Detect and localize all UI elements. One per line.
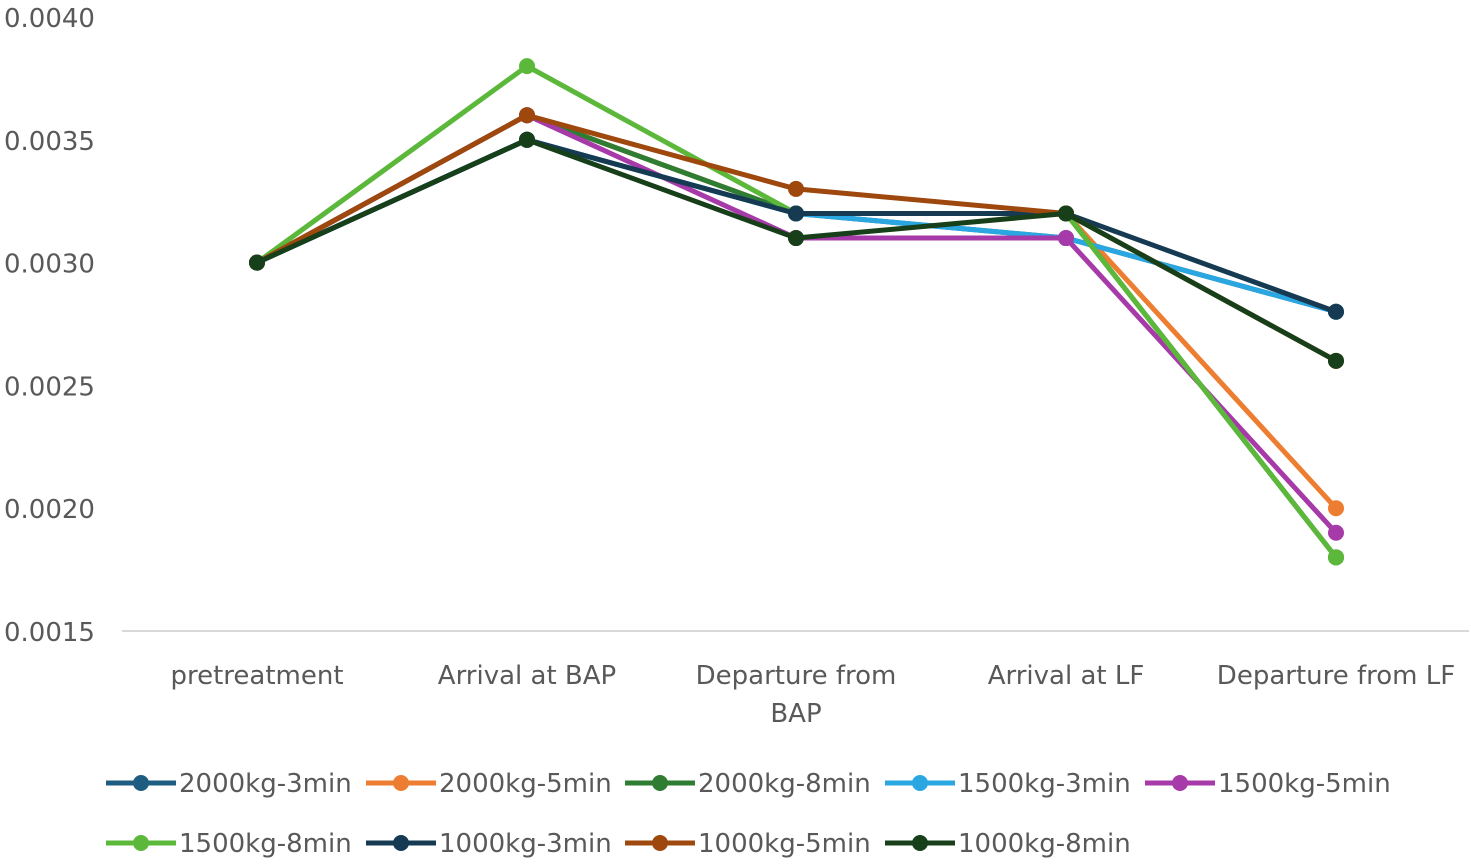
- legend-item: 2000kg-3min: [106, 769, 352, 799]
- y-tick-label: 0.0035: [4, 127, 95, 157]
- data-point: [1328, 352, 1344, 369]
- y-tick-label: 0.0025: [4, 372, 95, 402]
- data-point: [249, 254, 265, 271]
- legend-swatch-marker: [393, 835, 409, 851]
- y-tick-label: 0.0040: [4, 4, 95, 34]
- series-1500kg-3min: [249, 131, 1344, 320]
- legend-item: 1500kg-8min: [106, 829, 352, 859]
- legend-label: 2000kg-5min: [439, 769, 612, 799]
- data-point: [1328, 549, 1344, 566]
- series-2000kg-5min: [249, 107, 1344, 517]
- series-1000kg-3min: [249, 131, 1344, 320]
- legend-item: 1000kg-5min: [625, 829, 871, 859]
- legend-item: 2000kg-5min: [366, 769, 612, 799]
- x-category-label-line: Departure from: [696, 661, 897, 691]
- legend-swatch-marker: [133, 775, 149, 791]
- x-category-label: Arrival at BAP: [438, 661, 616, 691]
- y-tick-label: 0.0020: [4, 495, 95, 525]
- series-line: [254, 137, 1339, 315]
- legend-item: 1500kg-5min: [1145, 769, 1391, 799]
- legend-item: 2000kg-8min: [625, 769, 871, 799]
- data-point: [1328, 303, 1344, 320]
- y-tick-label: 0.0030: [4, 250, 95, 280]
- legend-label: 1000kg-8min: [958, 829, 1131, 859]
- series-line: [254, 63, 1339, 560]
- series-line: [254, 137, 1339, 315]
- data-point: [519, 131, 535, 148]
- series-line: [254, 137, 1339, 315]
- data-point: [519, 58, 535, 75]
- x-category-label: Arrival at LF: [988, 661, 1145, 691]
- legend-swatch-marker: [652, 835, 668, 851]
- legend-label: 1000kg-3min: [439, 829, 612, 859]
- series-1000kg-8min: [249, 131, 1344, 369]
- x-category-label: Departure from BAP: [696, 661, 897, 729]
- y-axis-ticks: 0.0015 0.0020 0.0025 0.0030 0.0035 0.0040: [4, 4, 95, 648]
- data-point: [519, 107, 535, 124]
- x-category-label-line: Arrival at LF: [988, 661, 1145, 691]
- data-point: [788, 205, 804, 222]
- x-category-label-line: Departure from LF: [1217, 661, 1455, 691]
- series-1500kg-8min: [249, 58, 1344, 566]
- data-point: [1328, 524, 1344, 541]
- data-point: [1058, 230, 1074, 247]
- x-category-label: pretreatment: [170, 661, 343, 691]
- data-point: [1058, 205, 1074, 222]
- legend-label: 2000kg-3min: [179, 769, 352, 799]
- x-category-label-line: pretreatment: [170, 661, 343, 691]
- series-layer: [249, 58, 1344, 566]
- legend-swatch-marker: [912, 835, 928, 851]
- legend-label: 1500kg-3min: [958, 769, 1131, 799]
- legend-item: 1000kg-8min: [885, 829, 1131, 859]
- legend-swatch-marker: [912, 775, 928, 791]
- series-1500kg-5min: [249, 107, 1344, 541]
- legend-item: 1000kg-3min: [366, 829, 612, 859]
- legend-swatch-marker: [133, 835, 149, 851]
- data-point: [1328, 500, 1344, 517]
- x-category-label: Departure from LF: [1217, 661, 1455, 691]
- x-category-label-line: Arrival at BAP: [438, 661, 616, 691]
- y-tick-label: 0.0015: [4, 618, 95, 648]
- legend-swatch-marker: [652, 775, 668, 791]
- data-point: [788, 230, 804, 247]
- data-point: [788, 180, 804, 197]
- x-axis-category-labels: pretreatment Arrival at BAP Departure from…: [170, 661, 1455, 729]
- legend-label: 1500kg-5min: [1218, 769, 1391, 799]
- legend-label: 2000kg-8min: [698, 769, 871, 799]
- legend-item: 1500kg-3min: [885, 769, 1131, 799]
- legend-swatch-marker: [393, 775, 409, 791]
- legend-swatch-marker: [1172, 775, 1188, 791]
- legend: 2000kg-3min 2000kg-5min 2000kg-8min 1500kg-…: [106, 769, 1391, 859]
- series-line: [254, 112, 1339, 536]
- series-2000kg-3min: [249, 131, 1344, 320]
- legend-label: 1500kg-8min: [179, 829, 352, 859]
- x-category-label-line: BAP: [770, 699, 821, 729]
- legend-label: 1000kg-5min: [698, 829, 871, 859]
